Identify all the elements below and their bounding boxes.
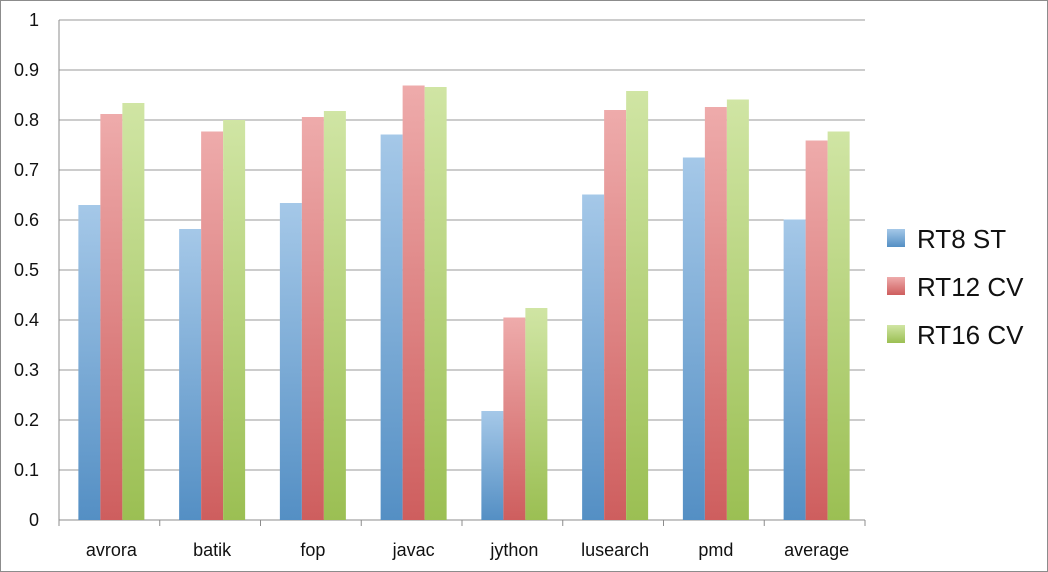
bars [78,85,850,520]
bar-lusearch-rt16-cv [626,91,649,520]
y-tick-label: 0.9 [14,60,39,80]
x-axis [58,20,866,526]
bar-fop-rt8-st [279,203,302,520]
bar-batik-rt12-cv [201,131,224,520]
x-category-label: pmd [698,540,733,560]
legend-swatch [887,229,905,247]
bar-jython-rt16-cv [525,308,548,520]
x-category-label: jython [489,540,538,560]
legend-swatch [887,277,905,295]
y-tick-label: 0.4 [14,310,39,330]
y-tick-label: 0.3 [14,360,39,380]
bar-average-rt16-cv [827,131,850,520]
bar-avrora-rt16-cv [122,103,145,520]
bar-lusearch-rt8-st [582,194,605,520]
bar-pmd-rt16-cv [726,99,749,520]
bar-jython-rt8-st [481,411,504,520]
legend-label: RT12 CV [917,272,1024,302]
x-category-label: fop [300,540,325,560]
y-axis-tick-labels: 0 0.1 0.2 0.3 0.4 0.5 0.6 0.7 0.8 0.9 1 [14,10,39,530]
y-tick-label: 0.5 [14,260,39,280]
x-category-label: average [784,540,849,560]
bar-avrora-rt8-st [78,205,101,520]
legend-label: RT8 ST [917,224,1006,254]
bar-javac-rt16-cv [424,87,447,520]
bar-javac-rt8-st [380,134,403,520]
x-category-label: batik [193,540,232,560]
bar-javac-rt12-cv [402,85,425,520]
bar-avrora-rt12-cv [100,114,123,520]
y-tick-label: 0.2 [14,410,39,430]
legend-label: RT16 CV [917,320,1024,350]
bar-fop-rt16-cv [323,111,346,520]
x-category-label: avrora [86,540,138,560]
y-tick-label: 0.1 [14,460,39,480]
x-axis-category-labels: avrora batik fop javac jython lusearch pmd aver… [86,540,849,560]
bar-jython-rt12-cv [503,317,526,520]
y-tick-label: 0 [29,510,39,530]
bar-pmd-rt8-st [682,157,705,520]
bar-batik-rt8-st [179,229,202,520]
y-tick-label: 0.8 [14,110,39,130]
bar-average-rt8-st [783,219,806,520]
x-category-label: lusearch [581,540,649,560]
bar-batik-rt16-cv [223,120,246,520]
bar-fop-rt12-cv [301,117,324,520]
y-tick-label: 0.7 [14,160,39,180]
x-category-label: javac [392,540,435,560]
bar-pmd-rt12-cv [704,107,727,520]
legend-swatch [887,325,905,343]
bar-average-rt12-cv [805,140,828,520]
y-tick-label: 0.6 [14,210,39,230]
y-tick-label: 1 [29,10,39,30]
bar-lusearch-rt12-cv [604,110,627,520]
legend: RT8 ST RT12 CV RT16 CV [887,224,1024,350]
